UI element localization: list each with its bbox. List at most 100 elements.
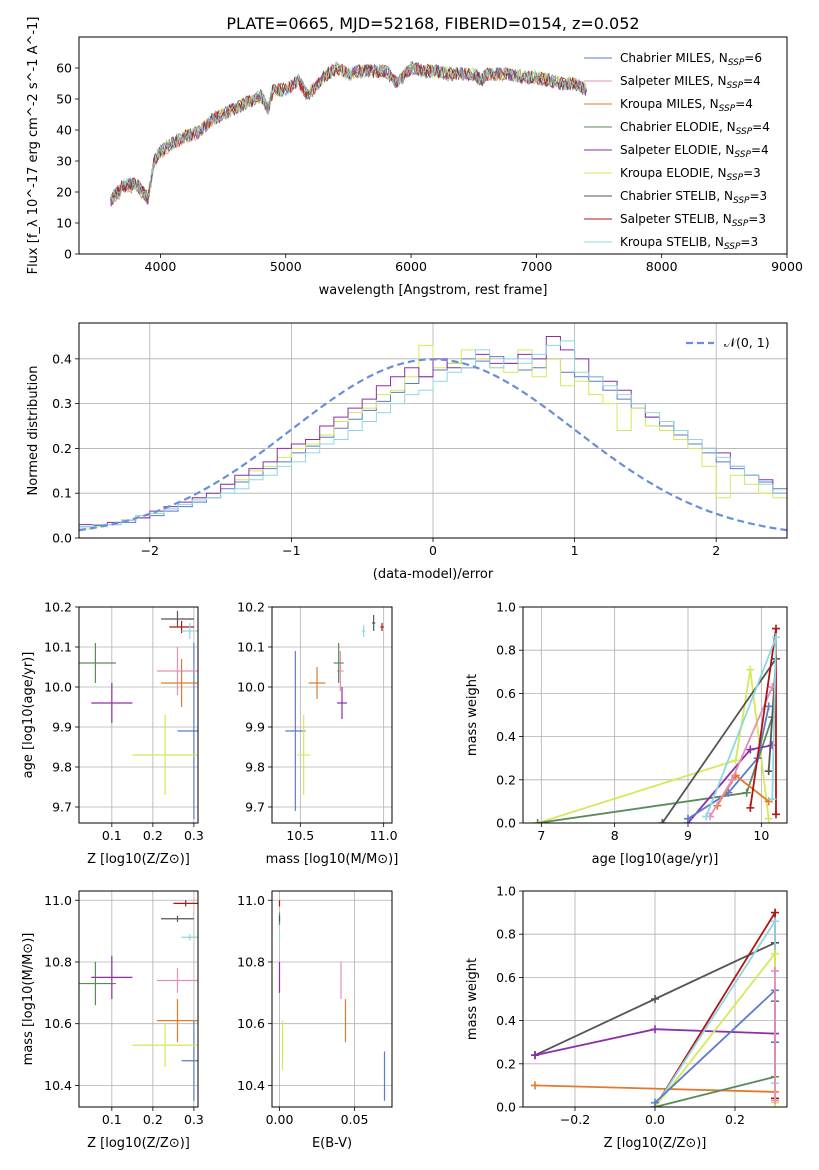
- x-axis-label: mass [log10(M/M⊙)]: [266, 852, 399, 867]
- panel-age-vs-Z: 0.1 0.2 0.3 9.7 9.8 9.9 10.0 10.1 10.2 Z [log10(Z…: [21, 600, 204, 868]
- errorbar-point: [173, 900, 198, 907]
- weight-marker: [772, 624, 780, 633]
- errorbar-point: [181, 1020, 198, 1101]
- errorbar-point: [337, 687, 347, 719]
- y-tick-label: 0.8: [496, 927, 516, 942]
- x-tick-label: −0.2: [560, 1112, 590, 1127]
- panel-mass-vs-EBV: 0.00 0.05 10.4 10.6 10.8 11.0 E(B-V): [237, 890, 393, 1151]
- x-axis-label: (data-model)/error: [373, 567, 494, 582]
- y-tick-label: 11.0: [44, 893, 72, 908]
- y-tick-label: 10.8: [237, 954, 265, 969]
- errorbar-point: [177, 643, 198, 819]
- axes-frame: [78, 606, 199, 824]
- legend: Chabrier MILES, NSSP=6 Salpeter MILES, NS…: [584, 51, 770, 252]
- weight-marker: [771, 966, 779, 975]
- y-tick-label: 50: [56, 92, 72, 107]
- x-tick-label: 5000: [270, 259, 302, 274]
- errorbar-point: [91, 955, 133, 999]
- weight-marker: [764, 767, 773, 776]
- x-tick-label: 9000: [771, 259, 803, 274]
- legend-label: Kroupa STELIB, NSSP=3: [620, 235, 758, 252]
- y-tick-label: 0.0: [52, 531, 72, 546]
- legend: 𝒩(0, 1): [686, 335, 770, 350]
- weight-marker: [746, 665, 755, 674]
- axes-frame: [271, 606, 393, 824]
- weight-marker: [746, 803, 755, 812]
- x-tick-label: 7000: [520, 259, 552, 274]
- y-tick-label: 11.0: [237, 893, 265, 908]
- x-tick-label: 0.1: [102, 828, 122, 843]
- plot-area-residuals: [79, 335, 787, 538]
- y-tick-label: 10.4: [237, 1078, 265, 1093]
- plot-area-weight-vs-age: [533, 624, 780, 823]
- x-tick-label: 0.1: [102, 1112, 122, 1127]
- x-axis-label: Z [log10(Z/Z⊙)]: [87, 852, 190, 867]
- y-axis-label: mass [log10(M/M⊙)]: [21, 933, 36, 1066]
- panel-mass-vs-Z: 0.1 0.2 0.3 10.4 10.6 10.8 11.0 Z [log10(Z/Z⊙)]…: [21, 890, 204, 1151]
- legend-label: Chabrier ELODIE, NSSP=4: [620, 120, 770, 137]
- y-tick-label: 10.6: [44, 1016, 72, 1031]
- legend-label: 𝒩(0, 1): [724, 335, 770, 350]
- x-tick-label: 0.2: [725, 1112, 745, 1127]
- y-tick-label: 10.2: [44, 600, 72, 615]
- errorbar-point: [297, 715, 311, 795]
- x-tick-label: 6000: [395, 259, 427, 274]
- axes-frame: [78, 890, 199, 1108]
- weight-marker: [728, 775, 736, 784]
- weight-marker: [764, 702, 773, 711]
- x-tick-label: 0: [429, 543, 437, 558]
- weight-marker: [658, 819, 667, 823]
- weight-marker: [771, 917, 779, 926]
- axes-frame: [522, 606, 788, 824]
- spectrum-line: [109, 61, 587, 205]
- y-tick-label: 20: [56, 185, 72, 200]
- y-tick-label: 0: [64, 247, 72, 262]
- spectrum-line: [109, 61, 587, 204]
- plot-area-mass-vs-Z: [79, 900, 198, 1101]
- x-axis-label: Z [log10(Z/Z⊙)]: [604, 1136, 707, 1151]
- errorbar-point: [91, 683, 133, 723]
- y-tick-label: 30: [56, 154, 72, 169]
- y-tick-label: 9.9: [245, 720, 265, 735]
- x-tick-label: −2: [141, 543, 159, 558]
- plot-area-age-vs-mass: [285, 615, 384, 811]
- weight-marker: [764, 814, 773, 823]
- x-tick-label: 2: [712, 543, 720, 558]
- errorbar-point: [132, 1023, 198, 1067]
- errorbar-point: [161, 915, 194, 922]
- x-axis-label: wavelength [Angstrom, rest frame]: [319, 283, 548, 298]
- y-tick-label: 0.6: [496, 686, 516, 701]
- axes-frame: [271, 890, 393, 1108]
- y-tick-label: 10.6: [237, 1016, 265, 1031]
- x-tick-label: 10: [753, 828, 769, 843]
- legend-label: Kroupa MILES, NSSP=4: [620, 97, 753, 114]
- weight-marker: [531, 1051, 539, 1060]
- panel-weight-vs-Z: −0.2 0.0 0.2 0.0 0.2 0.4 0.6 0.8 1.0 Z [log10(Z/Z…: [465, 884, 788, 1151]
- spectrum-line: [109, 61, 587, 206]
- y-tick-label: 10.4: [44, 1078, 72, 1093]
- x-tick-label: 8: [611, 828, 619, 843]
- x-tick-label: 7: [537, 828, 545, 843]
- weight-line: [534, 1084, 776, 1093]
- errorbar-point: [161, 611, 194, 627]
- y-tick-label: 0.2: [496, 1056, 516, 1071]
- y-tick-label: 9.8: [52, 760, 72, 775]
- spectrum-line: [109, 60, 587, 204]
- y-tick-label: 0.6: [496, 970, 516, 985]
- y-tick-label: 0.2: [496, 772, 516, 787]
- weight-marker: [771, 1096, 779, 1105]
- panel-residuals: −2 −1 0 1 2 0.0 0.1 0.2 0.3 0.4 (data-model)/error…: [26, 322, 788, 582]
- x-axis-label: E(B-V): [312, 1136, 352, 1151]
- y-tick-label: 0.0: [496, 816, 516, 831]
- y-tick-label: 0.1: [52, 486, 72, 501]
- y-tick-label: 0.4: [496, 729, 516, 744]
- y-tick-label: 9.7: [52, 800, 72, 815]
- weight-marker: [531, 1081, 539, 1090]
- weight-line: [654, 918, 776, 1107]
- x-tick-label: 0.00: [266, 1112, 294, 1127]
- weight-marker: [768, 795, 777, 804]
- y-tick-label: 9.7: [245, 800, 265, 815]
- y-tick-label: 0.0: [496, 1100, 516, 1115]
- y-axis-label: mass weight: [465, 958, 480, 1040]
- plot-area-age-vs-Z: [79, 611, 198, 819]
